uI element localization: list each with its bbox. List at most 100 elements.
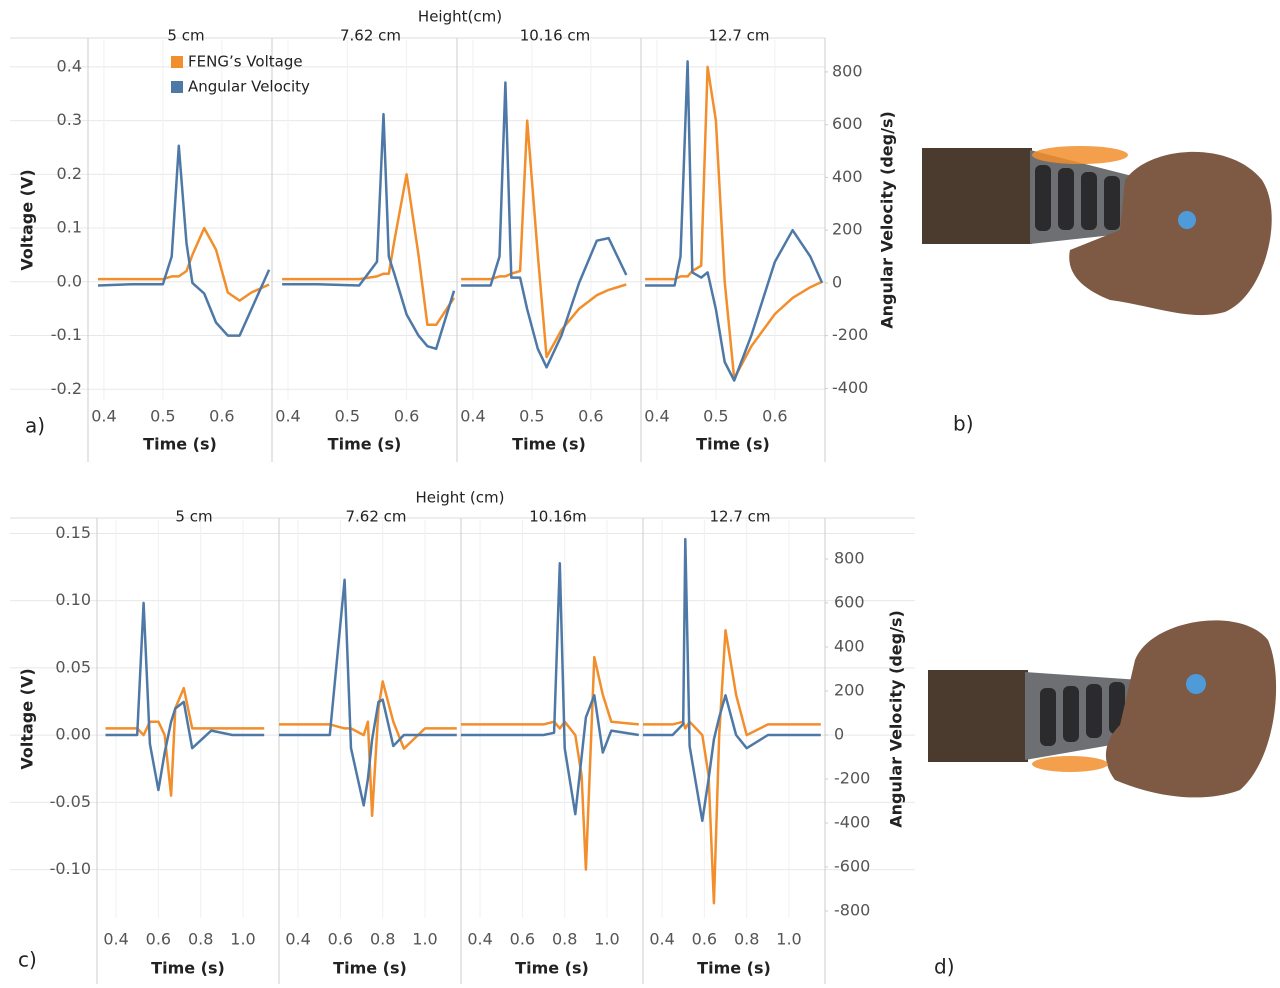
panel-title: 7.62 cm (340, 27, 401, 45)
x-tick-label: 0.5 (150, 407, 175, 426)
y-tick-label: 0.10 (55, 590, 91, 609)
x-tick-label: 0.4 (285, 930, 310, 949)
x-tick-label: 0.8 (552, 930, 577, 949)
y2-tick-label: -200 (832, 325, 868, 344)
x-tick-label: 0.8 (188, 930, 213, 949)
y2-tick-label: 800 (834, 548, 865, 567)
series-line (279, 578, 457, 807)
x-tick-label: 0.6 (394, 407, 419, 426)
panel-label: a) (25, 414, 45, 438)
y2-tick-label: 400 (832, 167, 863, 186)
series-line (461, 81, 628, 369)
panel-title: 7.62 cm (345, 508, 406, 526)
x-tick-label: 0.4 (644, 407, 669, 426)
series-line (643, 537, 821, 823)
head-image-b (922, 146, 1272, 316)
series-line (461, 562, 639, 816)
series-line (461, 119, 627, 359)
y2-tick-label: -400 (832, 378, 868, 397)
y-tick-label: -0.05 (50, 792, 91, 811)
x-tick-label: 0.6 (510, 930, 535, 949)
y-tick-label: -0.1 (51, 325, 82, 344)
x-axis-label: Time (s) (328, 435, 402, 454)
x-tick-label: 1.0 (230, 930, 255, 949)
series-line (98, 226, 270, 302)
x-tick-label: 1.0 (594, 930, 619, 949)
panel-label: c) (18, 948, 37, 972)
x-tick-label: 0.6 (762, 407, 787, 426)
row-title: Height (cm) (416, 489, 505, 507)
x-tick-label: 0.4 (467, 930, 492, 949)
y2-tick-label: 0 (832, 272, 842, 291)
y-tick-label: 0.0 (57, 271, 82, 290)
panel-title: 10.16m (529, 508, 587, 526)
x-tick-label: 0.8 (734, 930, 759, 949)
x-tick-label: 0.5 (335, 407, 360, 426)
x-tick-label: 0.6 (209, 407, 234, 426)
y-tick-label: 0.05 (55, 657, 91, 676)
y2-tick-label: 800 (832, 61, 863, 80)
x-axis-label: Time (s) (697, 959, 771, 978)
panel-title: 10.16 cm (520, 27, 591, 45)
series-line (105, 601, 265, 792)
panel-title: 5 cm (175, 508, 212, 526)
y2-tick-label: 200 (834, 680, 865, 699)
x-tick-label: 0.4 (460, 407, 485, 426)
x-tick-label: 1.0 (412, 930, 437, 949)
x-tick-label: 0.4 (91, 407, 116, 426)
y2-tick-label: -600 (834, 856, 870, 875)
head (1069, 151, 1272, 316)
panel-title: 12.7 cm (709, 508, 770, 526)
legend-label: FENG’s Voltage (188, 53, 303, 71)
series-line (282, 112, 456, 351)
sensor-dot (1186, 674, 1206, 694)
neck-discs (1040, 682, 1125, 746)
x-tick-label: 0.6 (328, 930, 353, 949)
y2-tick-label: 600 (834, 592, 865, 611)
series-line (645, 65, 823, 380)
legend-swatch (171, 81, 183, 93)
series-line (279, 680, 457, 818)
neck-discs (1035, 165, 1120, 231)
x-tick-label: 0.6 (146, 930, 171, 949)
sensor-dot (1178, 211, 1196, 229)
y2-axis-label: Angular Velocity (deg/s) (878, 111, 897, 329)
series-line (282, 173, 456, 327)
panel-title: 5 cm (167, 27, 204, 45)
mount-block (928, 670, 1028, 762)
y2-tick-label: 0 (834, 724, 844, 743)
y2-tick-label: 600 (832, 114, 863, 133)
head-image-d (928, 620, 1277, 798)
y-tick-label: -0.10 (50, 859, 91, 878)
feng-patch (1032, 146, 1128, 164)
y-axis-label: Voltage (V) (18, 668, 37, 769)
feng-patch (1032, 756, 1108, 772)
x-tick-label: 1.0 (776, 930, 801, 949)
x-tick-label: 0.4 (649, 930, 674, 949)
head (1105, 620, 1277, 798)
y-tick-label: 0.1 (57, 218, 82, 237)
legend-swatch (171, 56, 183, 68)
y-tick-label: 0.4 (57, 56, 82, 75)
mount-block (922, 148, 1032, 244)
x-tick-label: 0.5 (519, 407, 544, 426)
x-tick-label: 0.5 (703, 407, 728, 426)
x-tick-label: 0.6 (578, 407, 603, 426)
y2-tick-label: -400 (834, 812, 870, 831)
y-tick-label: -0.2 (51, 379, 82, 398)
panel-label: d) (934, 955, 955, 979)
x-axis-label: Time (s) (515, 959, 589, 978)
x-axis-label: Time (s) (143, 435, 217, 454)
y-tick-label: 0.3 (57, 110, 82, 129)
y2-tick-label: -800 (834, 900, 870, 919)
x-tick-label: 0.4 (103, 930, 128, 949)
row-title: Height(cm) (418, 8, 502, 26)
y-tick-label: 0.2 (57, 164, 82, 183)
y2-tick-label: 200 (832, 220, 863, 239)
y-tick-label: 0.15 (55, 523, 91, 542)
series-line (643, 629, 821, 905)
y2-tick-label: -200 (834, 768, 870, 787)
x-axis-label: Time (s) (151, 959, 225, 978)
panel-title: 12.7 cm (708, 27, 769, 45)
